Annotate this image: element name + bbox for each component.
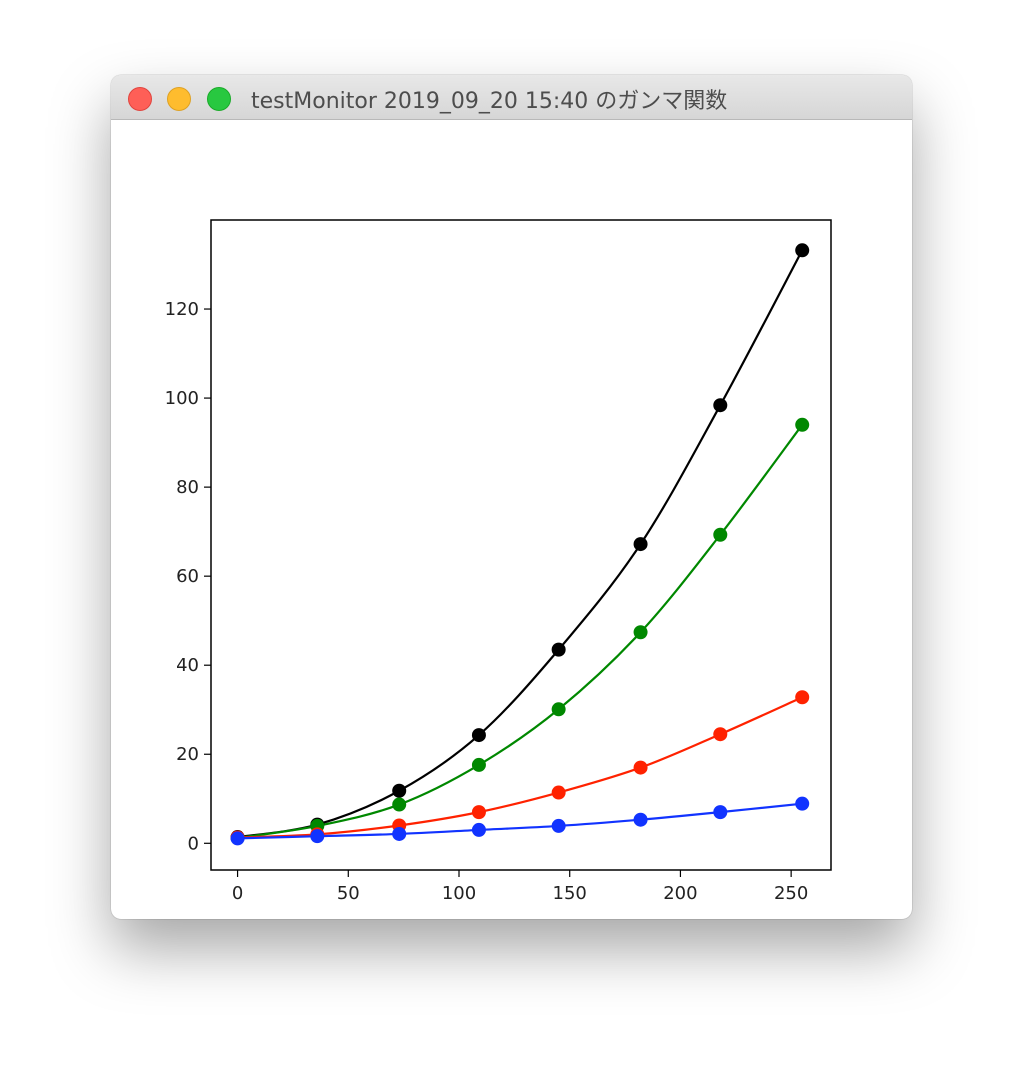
series-point-0 xyxy=(633,537,648,552)
close-button[interactable] xyxy=(128,87,152,111)
series-point-2 xyxy=(633,760,648,775)
gamma-chart: 0 50 100 150 200 250 0 20 40 60 80 100 120 xyxy=(165,219,832,904)
x-tick-label: 50 xyxy=(337,883,360,904)
x-tick-label: 100 xyxy=(442,883,476,904)
series-point-0 xyxy=(795,243,810,258)
series-point-2 xyxy=(713,727,728,742)
series-point-3 xyxy=(230,831,245,846)
y-tick-label: 80 xyxy=(176,477,199,498)
y-tick-label: 40 xyxy=(176,655,199,676)
series-point-0 xyxy=(471,728,486,743)
window-title: testMonitor 2019_09_20 15:40 のガンマ関数 xyxy=(251,89,728,114)
x-tick-label: 150 xyxy=(553,883,587,904)
series-line-0 xyxy=(237,249,804,839)
minimize-button[interactable] xyxy=(167,87,191,111)
zoom-button[interactable] xyxy=(207,87,231,111)
app-window: testMonitor 2019_09_20 15:40 のガンマ関数 0 50 1… xyxy=(111,75,912,919)
series-point-3 xyxy=(392,826,407,841)
y-tick-label: 120 xyxy=(165,299,199,320)
series-point-2 xyxy=(551,785,566,800)
series-point-3 xyxy=(713,805,728,820)
axes-frame xyxy=(210,219,832,871)
series-point-1 xyxy=(713,527,728,542)
title-bar[interactable]: testMonitor 2019_09_20 15:40 のガンマ関数 xyxy=(111,75,912,120)
x-tick-label: 200 xyxy=(663,883,697,904)
series-point-1 xyxy=(795,417,810,432)
series-point-1 xyxy=(551,702,566,717)
y-tick-label: 60 xyxy=(176,566,199,587)
series-point-2 xyxy=(471,805,486,820)
series-point-1 xyxy=(471,757,486,772)
series-point-3 xyxy=(633,812,648,827)
series-point-0 xyxy=(551,642,566,657)
y-tick-label: 100 xyxy=(165,388,199,409)
y-tick-label: 20 xyxy=(176,744,199,765)
plot-area: 0 50 100 150 200 250 0 20 40 60 80 100 120 xyxy=(111,120,912,919)
series-line-1 xyxy=(237,424,804,840)
series-point-3 xyxy=(551,818,566,833)
series-point-1 xyxy=(392,797,407,812)
x-tick-label: 250 xyxy=(774,883,808,904)
series-point-0 xyxy=(713,398,728,413)
series-point-0 xyxy=(392,783,407,798)
series-point-3 xyxy=(310,829,325,844)
series-point-1 xyxy=(633,625,648,640)
y-tick-label: 0 xyxy=(188,833,199,854)
x-tick-label: 0 xyxy=(232,883,243,904)
series-point-3 xyxy=(471,822,486,837)
series-point-3 xyxy=(795,796,810,811)
series-point-2 xyxy=(795,690,810,705)
